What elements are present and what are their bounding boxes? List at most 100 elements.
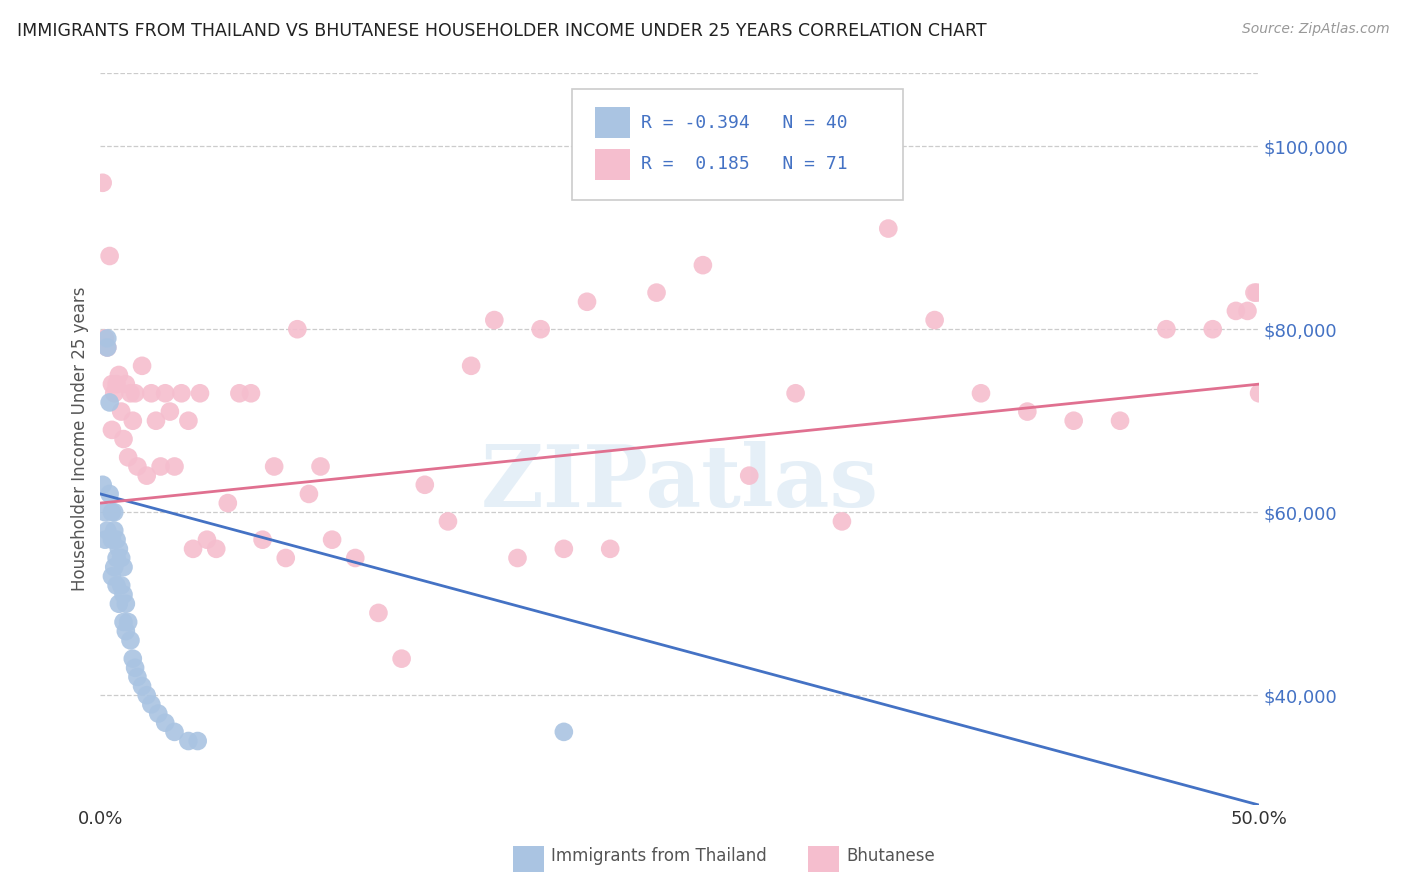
Point — [1109, 414, 1132, 428]
Point — [1017, 404, 1039, 418]
Point — [148, 706, 170, 721]
Point — [96, 341, 118, 355]
Point — [103, 386, 125, 401]
Point — [127, 670, 149, 684]
Point — [105, 578, 128, 592]
Point — [831, 515, 853, 529]
Point — [131, 679, 153, 693]
Point — [91, 477, 114, 491]
Point — [1243, 285, 1265, 300]
Point — [177, 414, 200, 428]
Point — [94, 331, 117, 345]
Point — [252, 533, 274, 547]
Point — [112, 615, 135, 629]
Point — [484, 313, 506, 327]
Point — [460, 359, 482, 373]
Point — [101, 423, 124, 437]
Point — [506, 551, 529, 566]
Point — [240, 386, 263, 401]
Point — [115, 377, 138, 392]
Point — [181, 541, 204, 556]
Point — [108, 541, 131, 556]
Point — [645, 285, 668, 300]
Point — [155, 715, 177, 730]
Point — [127, 459, 149, 474]
Point — [217, 496, 239, 510]
Point — [187, 734, 209, 748]
Point — [228, 386, 250, 401]
Point — [115, 597, 138, 611]
Point — [98, 487, 121, 501]
Point — [98, 395, 121, 409]
Point — [692, 258, 714, 272]
Point — [391, 651, 413, 665]
Point — [163, 459, 186, 474]
Point — [321, 533, 343, 547]
Point — [1236, 304, 1258, 318]
Point — [120, 386, 142, 401]
Point — [124, 661, 146, 675]
Text: ZIPatlas: ZIPatlas — [481, 441, 879, 525]
Point — [105, 533, 128, 547]
Point — [96, 341, 118, 355]
Point — [1249, 386, 1271, 401]
Point — [121, 414, 143, 428]
Point — [117, 615, 139, 629]
Text: IMMIGRANTS FROM THAILAND VS BHUTANESE HOUSEHOLDER INCOME UNDER 25 YEARS CORRELAT: IMMIGRANTS FROM THAILAND VS BHUTANESE HO… — [17, 22, 987, 40]
Y-axis label: Householder Income Under 25 years: Householder Income Under 25 years — [72, 287, 89, 591]
Point — [141, 386, 163, 401]
Point — [1063, 414, 1085, 428]
Point — [145, 414, 167, 428]
FancyBboxPatch shape — [595, 149, 630, 180]
Point — [1225, 304, 1247, 318]
Point — [785, 386, 807, 401]
Point — [96, 524, 118, 538]
Point — [205, 541, 228, 556]
Point — [108, 368, 131, 382]
Point — [1156, 322, 1178, 336]
Point — [599, 541, 621, 556]
FancyBboxPatch shape — [595, 107, 630, 138]
Point — [105, 551, 128, 566]
Point — [263, 459, 285, 474]
Point — [103, 524, 125, 538]
Point — [103, 505, 125, 519]
Point — [1246, 285, 1268, 300]
Point — [120, 633, 142, 648]
Point — [135, 688, 157, 702]
Point — [344, 551, 367, 566]
Text: R =  0.185   N = 71: R = 0.185 N = 71 — [641, 155, 848, 173]
Point — [1202, 322, 1225, 336]
Point — [98, 249, 121, 263]
Point — [110, 404, 132, 418]
Point — [285, 322, 308, 336]
Point — [94, 505, 117, 519]
Point — [91, 176, 114, 190]
Point — [115, 624, 138, 639]
Point — [298, 487, 321, 501]
Point — [149, 459, 172, 474]
Point — [110, 578, 132, 592]
Point — [96, 331, 118, 345]
Point — [155, 386, 177, 401]
Point — [576, 294, 599, 309]
Point — [924, 313, 946, 327]
Point — [413, 477, 436, 491]
Point — [367, 606, 389, 620]
Point — [101, 505, 124, 519]
Point — [121, 651, 143, 665]
Point — [170, 386, 193, 401]
Point — [141, 698, 163, 712]
Point — [112, 588, 135, 602]
Point — [135, 468, 157, 483]
Point — [177, 734, 200, 748]
Point — [188, 386, 211, 401]
Point — [970, 386, 993, 401]
Text: Bhutanese: Bhutanese — [846, 847, 935, 865]
Point — [553, 541, 575, 556]
Point — [110, 551, 132, 566]
Point — [163, 724, 186, 739]
Text: R = -0.394   N = 40: R = -0.394 N = 40 — [641, 114, 848, 132]
Point — [274, 551, 297, 566]
Point — [309, 459, 332, 474]
